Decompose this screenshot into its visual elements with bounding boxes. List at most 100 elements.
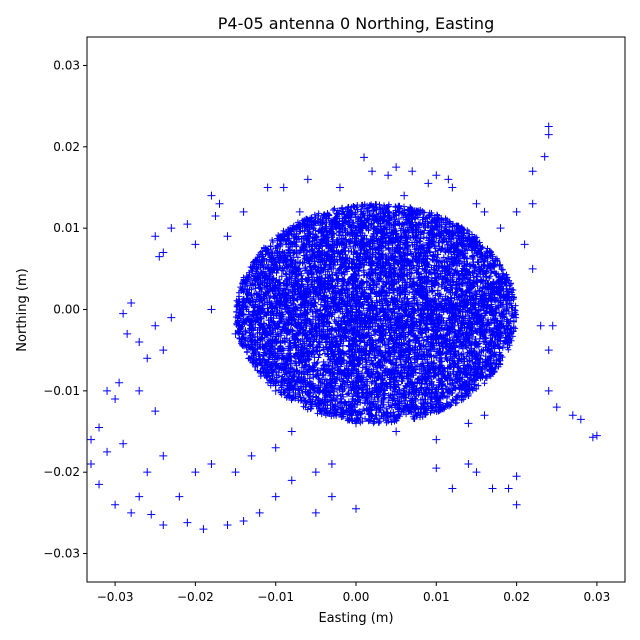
- data-point: [548, 321, 557, 330]
- data-point: [127, 298, 136, 307]
- data-point: [588, 433, 597, 442]
- data-point: [287, 476, 296, 485]
- data-point: [416, 248, 425, 257]
- data-point: [544, 122, 553, 131]
- data-point: [480, 207, 489, 216]
- data-point: [432, 435, 441, 444]
- x-tick-label: −0.01: [257, 590, 294, 604]
- data-point: [540, 152, 549, 161]
- data-point: [159, 248, 168, 257]
- data-point: [271, 492, 280, 501]
- data-point: [231, 468, 240, 477]
- data-point: [207, 460, 216, 469]
- data-point: [432, 464, 441, 473]
- data-point: [444, 175, 453, 184]
- data-point: [143, 354, 152, 363]
- data-point: [127, 508, 136, 517]
- data-point: [147, 510, 156, 519]
- data-point: [115, 378, 124, 387]
- data-point: [408, 378, 417, 387]
- data-point: [376, 386, 385, 395]
- data-point: [119, 439, 128, 448]
- data-point: [464, 460, 473, 469]
- x-tick-label: 0.00: [343, 590, 370, 604]
- data-point: [480, 411, 489, 420]
- data-point: [392, 163, 401, 172]
- data-point: [223, 521, 232, 530]
- y-tick-label: −0.01: [43, 384, 80, 398]
- data-point: [512, 500, 521, 509]
- data-point: [360, 153, 369, 162]
- x-tick-label: 0.02: [503, 590, 530, 604]
- data-point: [327, 224, 336, 233]
- data-point: [151, 407, 160, 416]
- y-tick-label: 0.02: [53, 140, 80, 154]
- data-point: [183, 518, 192, 527]
- data-point: [327, 492, 336, 501]
- data-point: [87, 460, 96, 469]
- data-point: [191, 468, 200, 477]
- data-point: [111, 394, 120, 403]
- data-point: [271, 443, 280, 452]
- data-point: [167, 224, 176, 233]
- data-point: [512, 207, 521, 216]
- data-point: [135, 386, 144, 395]
- data-point: [472, 468, 481, 477]
- data-point: [223, 232, 232, 241]
- data-point: [520, 240, 529, 249]
- data-point: [448, 183, 457, 192]
- data-point: [247, 451, 256, 460]
- x-tick-label: 0.01: [423, 590, 450, 604]
- data-point: [87, 435, 96, 444]
- data-point: [528, 264, 537, 273]
- data-point: [287, 427, 296, 436]
- data-point: [528, 199, 537, 208]
- data-point: [183, 220, 192, 229]
- data-point: [392, 321, 401, 330]
- data-point: [327, 460, 336, 469]
- data-point: [303, 370, 312, 379]
- data-point: [464, 419, 473, 428]
- data-point: [271, 386, 280, 395]
- data-point: [384, 207, 393, 216]
- data-point: [496, 224, 505, 233]
- data-point: [135, 492, 144, 501]
- data-points: [87, 122, 601, 534]
- data-point: [368, 167, 377, 176]
- data-point: [95, 423, 104, 432]
- data-point: [576, 415, 585, 424]
- data-point: [352, 504, 360, 513]
- data-point: [159, 451, 168, 460]
- data-point: [207, 191, 216, 200]
- data-point: [504, 484, 513, 493]
- data-point: [159, 346, 168, 355]
- y-tick-label: 0.01: [53, 221, 80, 235]
- data-point: [215, 199, 224, 208]
- data-point: [352, 419, 360, 428]
- x-tick-label: 0.03: [584, 590, 611, 604]
- data-point: [199, 525, 208, 534]
- data-point: [311, 289, 320, 298]
- y-tick-label: 0.00: [53, 303, 80, 317]
- data-point: [279, 183, 288, 192]
- data-point: [408, 167, 417, 176]
- data-point: [512, 472, 521, 481]
- data-point: [151, 232, 160, 241]
- data-point: [211, 211, 220, 220]
- x-tick-label: −0.02: [177, 590, 214, 604]
- data-point: [159, 521, 168, 530]
- data-point: [155, 252, 164, 261]
- data-point: [448, 313, 457, 322]
- data-point: [536, 321, 545, 330]
- data-point: [335, 183, 344, 192]
- data-point: [295, 207, 304, 216]
- data-point: [191, 240, 200, 249]
- data-point: [488, 484, 497, 493]
- data-point: [95, 480, 104, 489]
- data-point: [368, 264, 377, 273]
- x-tick-label: −0.03: [97, 590, 134, 604]
- data-point: [287, 256, 296, 265]
- data-point: [255, 297, 264, 306]
- data-point: [472, 199, 481, 208]
